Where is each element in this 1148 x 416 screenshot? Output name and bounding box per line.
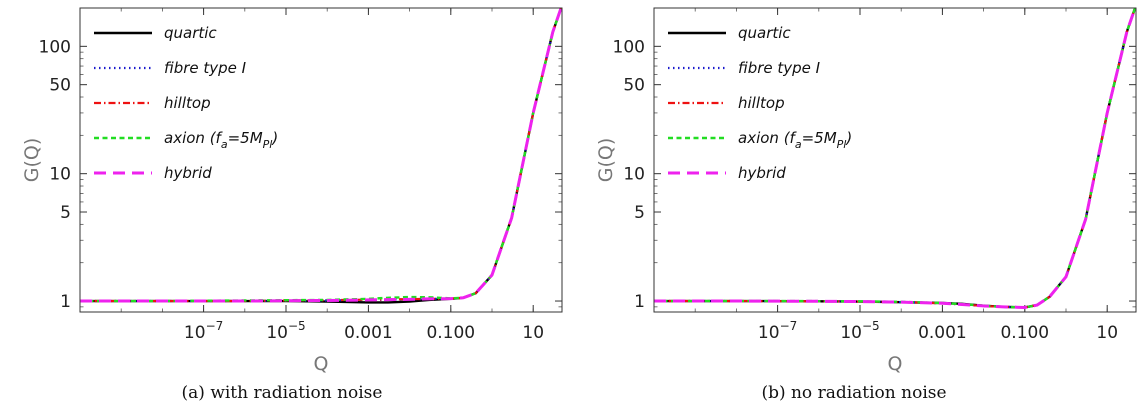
series-line-fibre-type-I — [654, 8, 1136, 309]
legend-label: quartic — [738, 24, 791, 42]
x-axis-label: Q — [314, 353, 329, 375]
plot-area — [80, 8, 562, 304]
legend-label: axion (fa=5MPl) — [738, 129, 852, 151]
x-tick-label: 10−5 — [266, 319, 305, 343]
legend-label: hybrid — [164, 164, 212, 182]
y-tick-label: 10 — [49, 165, 71, 185]
series-line-quartic — [80, 8, 562, 304]
legend-label: quartic — [164, 24, 217, 42]
y-tick-label: 1 — [60, 292, 71, 312]
y-tick-label: 1 — [634, 292, 645, 312]
legend-label: fibre type I — [164, 59, 247, 77]
caption-b: (b) no radiation noise — [761, 383, 947, 403]
x-tick-label: 10−7 — [184, 319, 223, 343]
y-axis-label: G(Q) — [595, 138, 617, 183]
legend-label: hilltop — [164, 94, 211, 112]
x-tick-label: 0.001 — [918, 323, 967, 343]
legend-label: hybrid — [738, 164, 786, 182]
series-line-hilltop — [654, 8, 1136, 309]
x-tick-label: 10 — [522, 323, 544, 343]
plot-frame — [79, 7, 563, 313]
series-line-axion — [80, 8, 562, 303]
y-tick-label: 10 — [623, 165, 645, 185]
series-line-hybrid — [80, 8, 562, 303]
chart-panel-a: 1 5 10 50 100 10−7 10−5 0.001 0.100 10 Q G(Q) quarti… — [21, 7, 563, 375]
y-tick-label: 50 — [623, 76, 645, 96]
legend-label: hilltop — [738, 94, 785, 112]
plot-area — [654, 8, 1136, 309]
y-tick-label: 50 — [49, 76, 71, 96]
legend-label: fibre type I — [738, 59, 821, 77]
x-tick-label: 10 — [1096, 323, 1118, 343]
chart-panel-b: 1 5 10 50 100 10−7 10−5 0.001 0.100 10 Q G(Q) quarti… — [595, 7, 1137, 375]
series-line-hilltop — [80, 8, 562, 303]
y-tick-label: 5 — [60, 203, 71, 223]
x-tick-label: 0.100 — [1000, 323, 1049, 343]
legend-label: axion (fa=5MPl) — [164, 129, 278, 151]
series-line-quartic — [654, 8, 1136, 309]
x-tick-label: 0.001 — [344, 323, 393, 343]
y-tick-label: 100 — [613, 37, 645, 57]
y-tick-label: 100 — [39, 37, 71, 57]
x-tick-label: 0.100 — [426, 323, 475, 343]
y-axis-label: G(Q) — [21, 138, 43, 183]
x-tick-label: 10−7 — [758, 319, 797, 343]
caption-a: (a) with radiation noise — [181, 383, 383, 403]
series-line-hybrid — [654, 8, 1136, 309]
x-axis-label: Q — [888, 353, 903, 375]
series-line-fibre-type-I — [80, 8, 562, 303]
plot-frame — [653, 7, 1137, 313]
y-tick-label: 5 — [634, 203, 645, 223]
series-line-axion — [654, 8, 1136, 309]
x-tick-label: 10−5 — [840, 319, 879, 343]
